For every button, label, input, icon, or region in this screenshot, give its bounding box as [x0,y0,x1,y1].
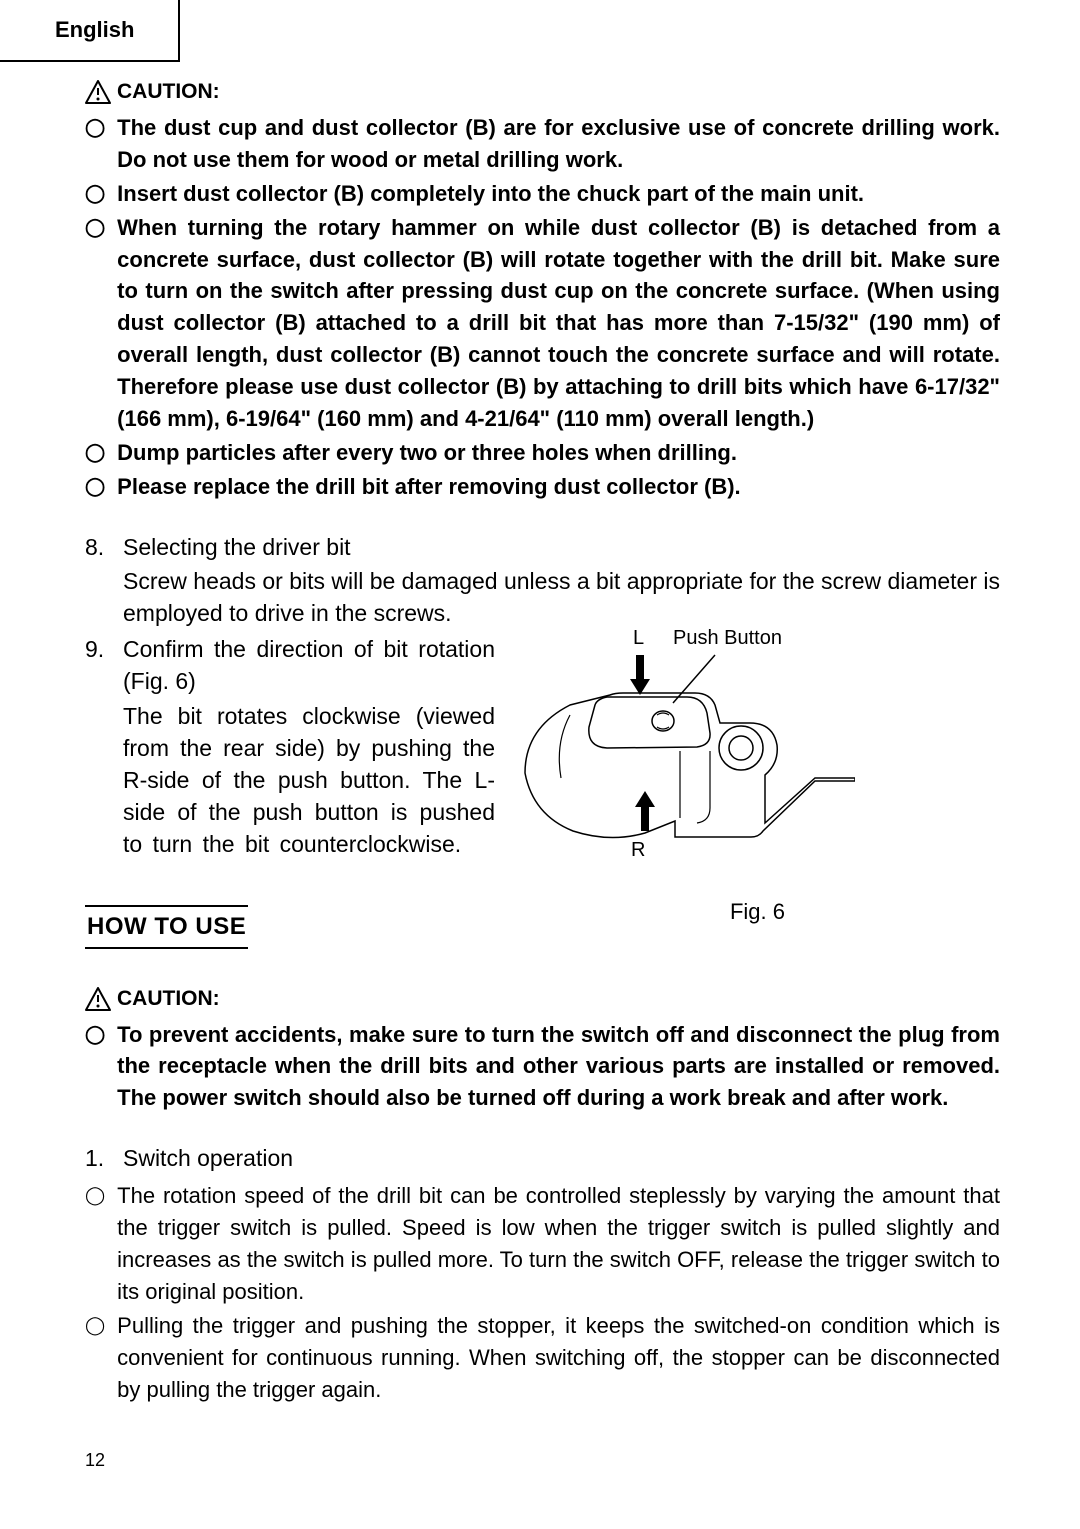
step-number: 1. [85,1142,113,1176]
warning-icon [85,987,111,1011]
step-8: 8. Selecting the driver bit Screw heads … [85,531,1000,630]
bullet-icon: ◯ [85,212,105,435]
figure-6-drawing [515,633,855,863]
figure-label-push: Push Button [673,627,782,650]
list-item: ◯ Pulling the trigger and pushing the st… [85,1310,1000,1406]
caution-label: CAUTION: [117,987,220,1011]
caution-text: Dump particles after every two or three … [117,437,1000,469]
numbered-steps-2: 1. Switch operation [85,1142,1000,1176]
how-to-use-heading: HOW TO USE [85,905,248,949]
caution-text: The dust cup and dust collector (B) are … [117,112,1000,176]
caution-text: To prevent accidents, make sure to turn … [117,1019,1000,1115]
bullet-icon: ◯ [85,1180,105,1308]
caution-heading-1: CAUTION: [85,80,1000,104]
caution-text: When turning the rotary hammer on while … [117,212,1000,435]
bullet-icon: ◯ [85,178,105,210]
caution-heading-2: CAUTION: [85,987,1000,1011]
bullet-icon: ◯ [85,112,105,176]
page-content: CAUTION: ◯ The dust cup and dust collect… [85,80,1000,1408]
caution-label: CAUTION: [117,80,220,104]
list-text: The rotation speed of the drill bit can … [117,1180,1000,1308]
figure-6: L Push Button [515,633,855,893]
language-tab: English [0,0,180,62]
figure-label-R: R [631,839,645,862]
step-9-row: 9. Confirm the direction of bit rotation… [85,633,1000,978]
caution-item: ◯ Dump particles after every two or thre… [85,437,1000,469]
caution-item: ◯ Insert dust collector (B) completely i… [85,178,1000,210]
switch-operation-list: ◯ The rotation speed of the drill bit ca… [85,1180,1000,1405]
caution-list-2: ◯ To prevent accidents, make sure to tur… [85,1019,1000,1115]
caution-text: Please replace the drill bit after remov… [117,471,1000,503]
caution-text: Insert dust collector (B) completely int… [117,178,1000,210]
caution-item: ◯ To prevent accidents, make sure to tur… [85,1019,1000,1115]
step-9: 9. Confirm the direction of bit rotation… [85,633,495,860]
language-tab-label: English [55,17,134,43]
bullet-icon: ◯ [85,437,105,469]
step-number: 9. [85,633,113,860]
bullet-icon: ◯ [85,1310,105,1406]
page-number: 12 [85,1450,105,1471]
step-number: 8. [85,531,113,630]
numbered-steps-1: 8. Selecting the driver bit Screw heads … [85,531,1000,979]
list-item: ◯ The rotation speed of the drill bit ca… [85,1180,1000,1308]
caution-item: ◯ Please replace the drill bit after rem… [85,471,1000,503]
step-body: The bit rotates clockwise (viewed from t… [123,700,495,861]
list-text: Pulling the trigger and pushing the stop… [117,1310,1000,1406]
figure-caption: Fig. 6 [515,899,1000,925]
caution-item: ◯ The dust cup and dust collector (B) ar… [85,112,1000,176]
step-title: Switch operation [123,1142,1000,1174]
warning-icon [85,80,111,104]
step-1: 1. Switch operation [85,1142,1000,1176]
step-body: Screw heads or bits will be damaged unle… [123,565,1000,629]
caution-list-1: ◯ The dust cup and dust collector (B) ar… [85,112,1000,503]
caution-item: ◯ When turning the rotary hammer on whil… [85,212,1000,435]
step-title: Confirm the direction of bit rotation (F… [123,633,495,697]
bullet-icon: ◯ [85,471,105,503]
step-title: Selecting the driver bit [123,531,1000,563]
figure-label-L: L [633,627,644,650]
bullet-icon: ◯ [85,1019,105,1115]
